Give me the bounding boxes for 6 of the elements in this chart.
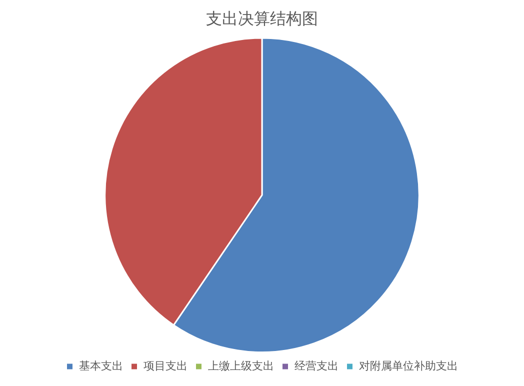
legend-label: 上缴上级支出	[208, 359, 274, 372]
legend-label: 对附属单位补助支出	[358, 359, 458, 372]
legend-label: 基本支出	[78, 359, 123, 372]
legend-label: 经营支出	[294, 359, 338, 372]
legend-label: 项目支出	[143, 359, 188, 372]
chart-title: 支出决算结构图	[206, 8, 318, 28]
